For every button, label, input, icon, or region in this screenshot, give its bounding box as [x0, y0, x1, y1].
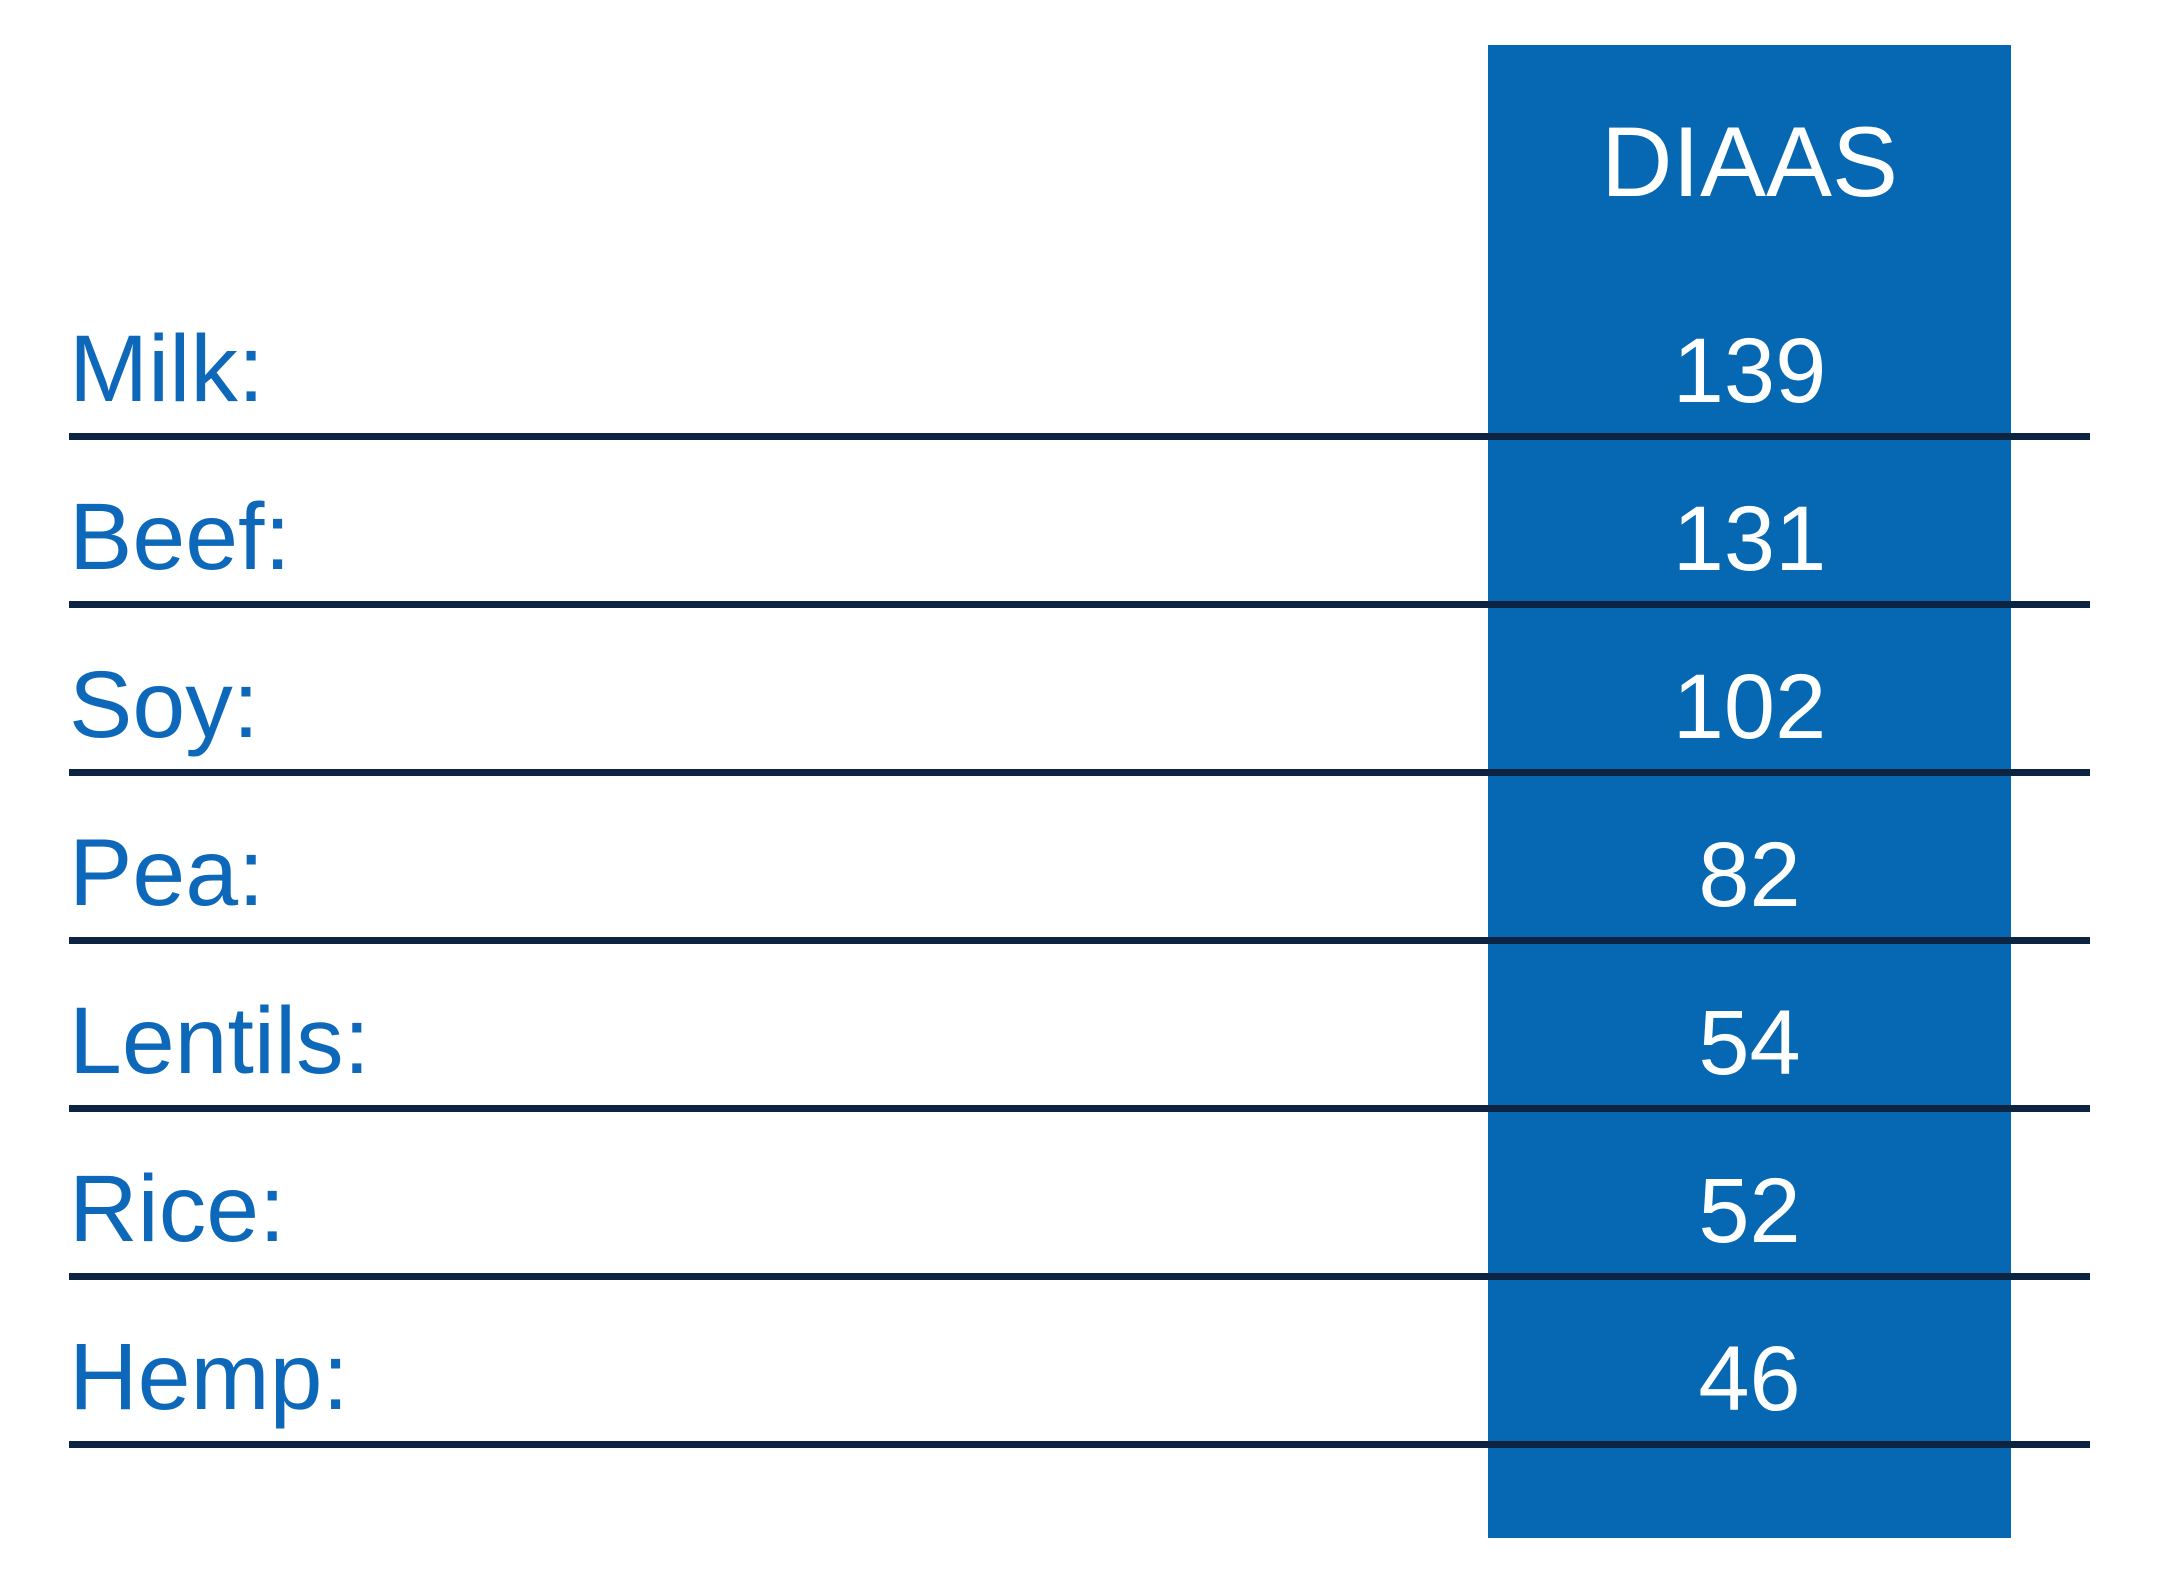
table-row-beef: Beef: 131: [69, 440, 2090, 608]
row-label-milk: Milk:: [69, 316, 265, 422]
row-label-lentils: Lentils:: [69, 988, 371, 1094]
row-label-soy: Soy:: [69, 652, 260, 758]
row-value-rice: 52: [1698, 1160, 1801, 1262]
row-label-rice: Rice:: [69, 1156, 286, 1262]
table-row-pea: Pea: 82: [69, 776, 2090, 944]
table: DIAAS Milk: 139 Beef: 131 Soy: 102 Pea: …: [69, 0, 2090, 1448]
row-label-beef: Beef:: [69, 484, 291, 590]
table-row-lentils: Lentils: 54: [69, 944, 2090, 1112]
row-value-hemp: 46: [1698, 1328, 1801, 1430]
row-value-lentils: 54: [1698, 992, 1801, 1094]
row-value-beef: 131: [1672, 488, 1827, 590]
row-label-hemp: Hemp:: [69, 1324, 349, 1430]
diaas-column-background: [1488, 45, 2011, 1538]
table-row-hemp: Hemp: 46: [69, 1280, 2090, 1448]
row-label-pea: Pea:: [69, 820, 265, 926]
row-value-soy: 102: [1672, 656, 1827, 758]
table-row-soy: Soy: 102: [69, 608, 2090, 776]
row-value-milk: 139: [1672, 320, 1827, 422]
table-row-milk: DIAAS Milk: 139: [69, 0, 2090, 440]
table-row-rice: Rice: 52: [69, 1112, 2090, 1280]
row-value-pea: 82: [1698, 824, 1801, 926]
column-header-diaas: DIAAS: [1600, 106, 1899, 217]
